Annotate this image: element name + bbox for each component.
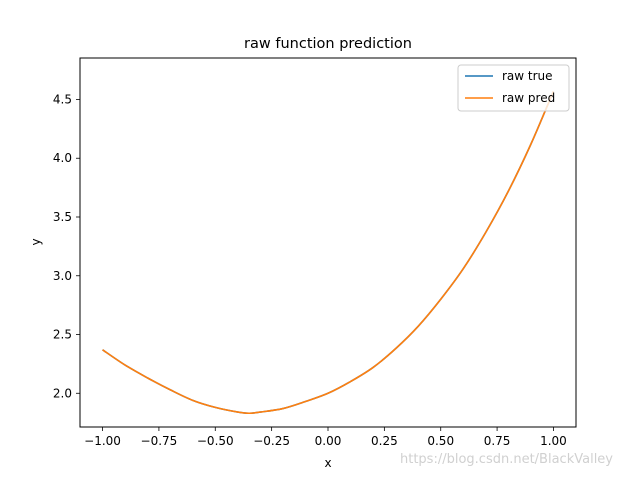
legend: raw true raw pred (457, 64, 570, 112)
x-tick-label: −1.00 (84, 434, 121, 448)
x-tick-label: 0.50 (427, 434, 454, 448)
y-axis-label: y (29, 238, 43, 245)
y-axis: 2.0 2.5 3.0 3.5 4.0 4.5 (53, 92, 80, 400)
x-tick-label: 1.00 (540, 434, 567, 448)
chart-title: raw function prediction (244, 36, 412, 52)
y-tick-label: 3.0 (53, 269, 72, 283)
y-tick-label: 4.5 (53, 92, 72, 106)
x-tick-label: 0.00 (315, 434, 342, 448)
x-tick-label: −0.25 (253, 434, 290, 448)
x-tick-label: 0.75 (484, 434, 511, 448)
x-tick-label: 0.25 (371, 434, 398, 448)
x-axis-label: x (324, 456, 331, 470)
plot-area (102, 90, 555, 415)
watermark: https://blog.csdn.net/BlackValley (400, 452, 613, 467)
series-line-raw-pred (102, 90, 555, 415)
y-tick-label: 3.5 (53, 210, 72, 224)
y-tick-label: 2.5 (53, 328, 72, 342)
x-tick-label: −0.50 (197, 434, 234, 448)
y-tick-label: 4.0 (53, 151, 72, 165)
y-tick-label: 2.0 (53, 386, 72, 400)
legend-label-raw-pred: raw pred (502, 91, 555, 105)
x-tick-label: −0.75 (141, 434, 178, 448)
legend-label-raw-true: raw true (502, 69, 553, 83)
x-axis: −1.00 −0.75 −0.50 −0.25 0.00 0.25 0.50 0.75 1.00 (84, 427, 567, 448)
